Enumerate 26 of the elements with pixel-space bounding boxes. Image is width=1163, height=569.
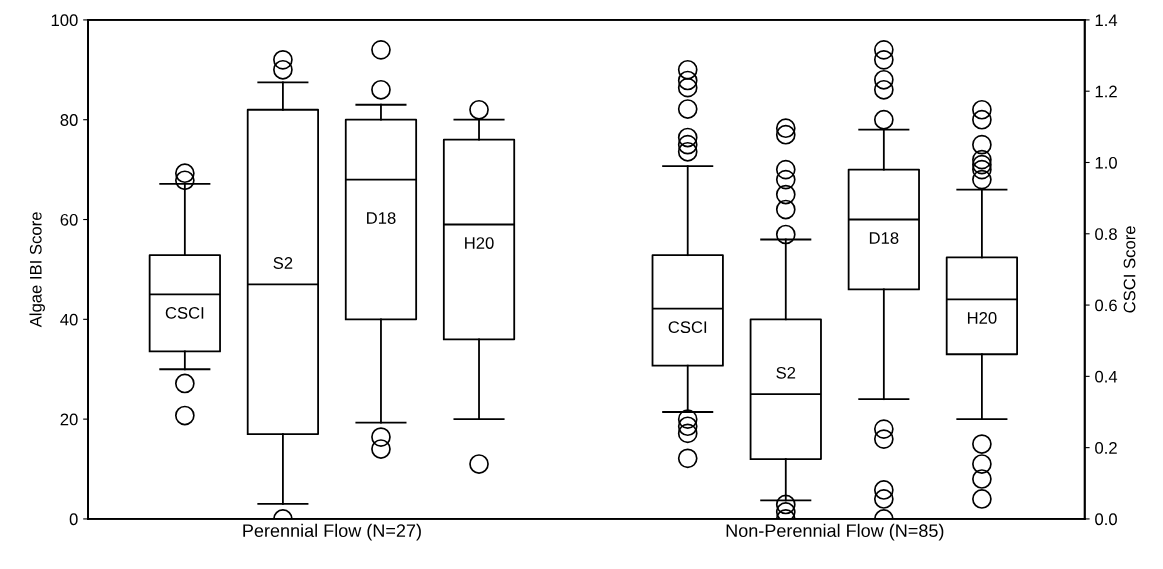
text: H20 [967,311,997,324]
series-label: D18 [869,232,899,244]
y-tick-label: 100 [51,14,78,27]
series-label: CSCI [668,321,707,334]
y2-axis-title: CSCI Score [1123,226,1136,313]
text: S2 [273,257,293,269]
y2-tick-label: 1.2 [1095,85,1117,98]
y-tick-label: 40 [60,313,78,326]
y2-tick-label: 0.8 [1095,228,1117,240]
y2-tick-label: 0.6 [1095,299,1117,312]
y2-tick-label: 1.0 [1095,156,1117,169]
series-label: S2 [776,366,796,379]
x-tick-label: Perennial Flow (N=27) [243,523,421,541]
text: CSCI [165,307,204,319]
y-tick-label: 80 [60,114,78,126]
x-tick-label: Non-Perennial Flow (N=85) [726,523,944,541]
y2-tick-label: 0.0 [1095,513,1117,526]
y-tick-label: 0 [69,513,78,526]
series-label: H20 [465,237,494,249]
y2-tick-label: 1.4 [1095,14,1118,26]
y-tick-label: 20 [60,413,78,426]
y-tick-label: 60 [60,213,78,226]
y2-tick-label: 0.2 [1095,442,1117,454]
text: D18 [367,212,396,224]
y2-tick-label: 0.4 [1095,370,1118,383]
y-axis-title: Algae IBI Score [29,212,45,328]
